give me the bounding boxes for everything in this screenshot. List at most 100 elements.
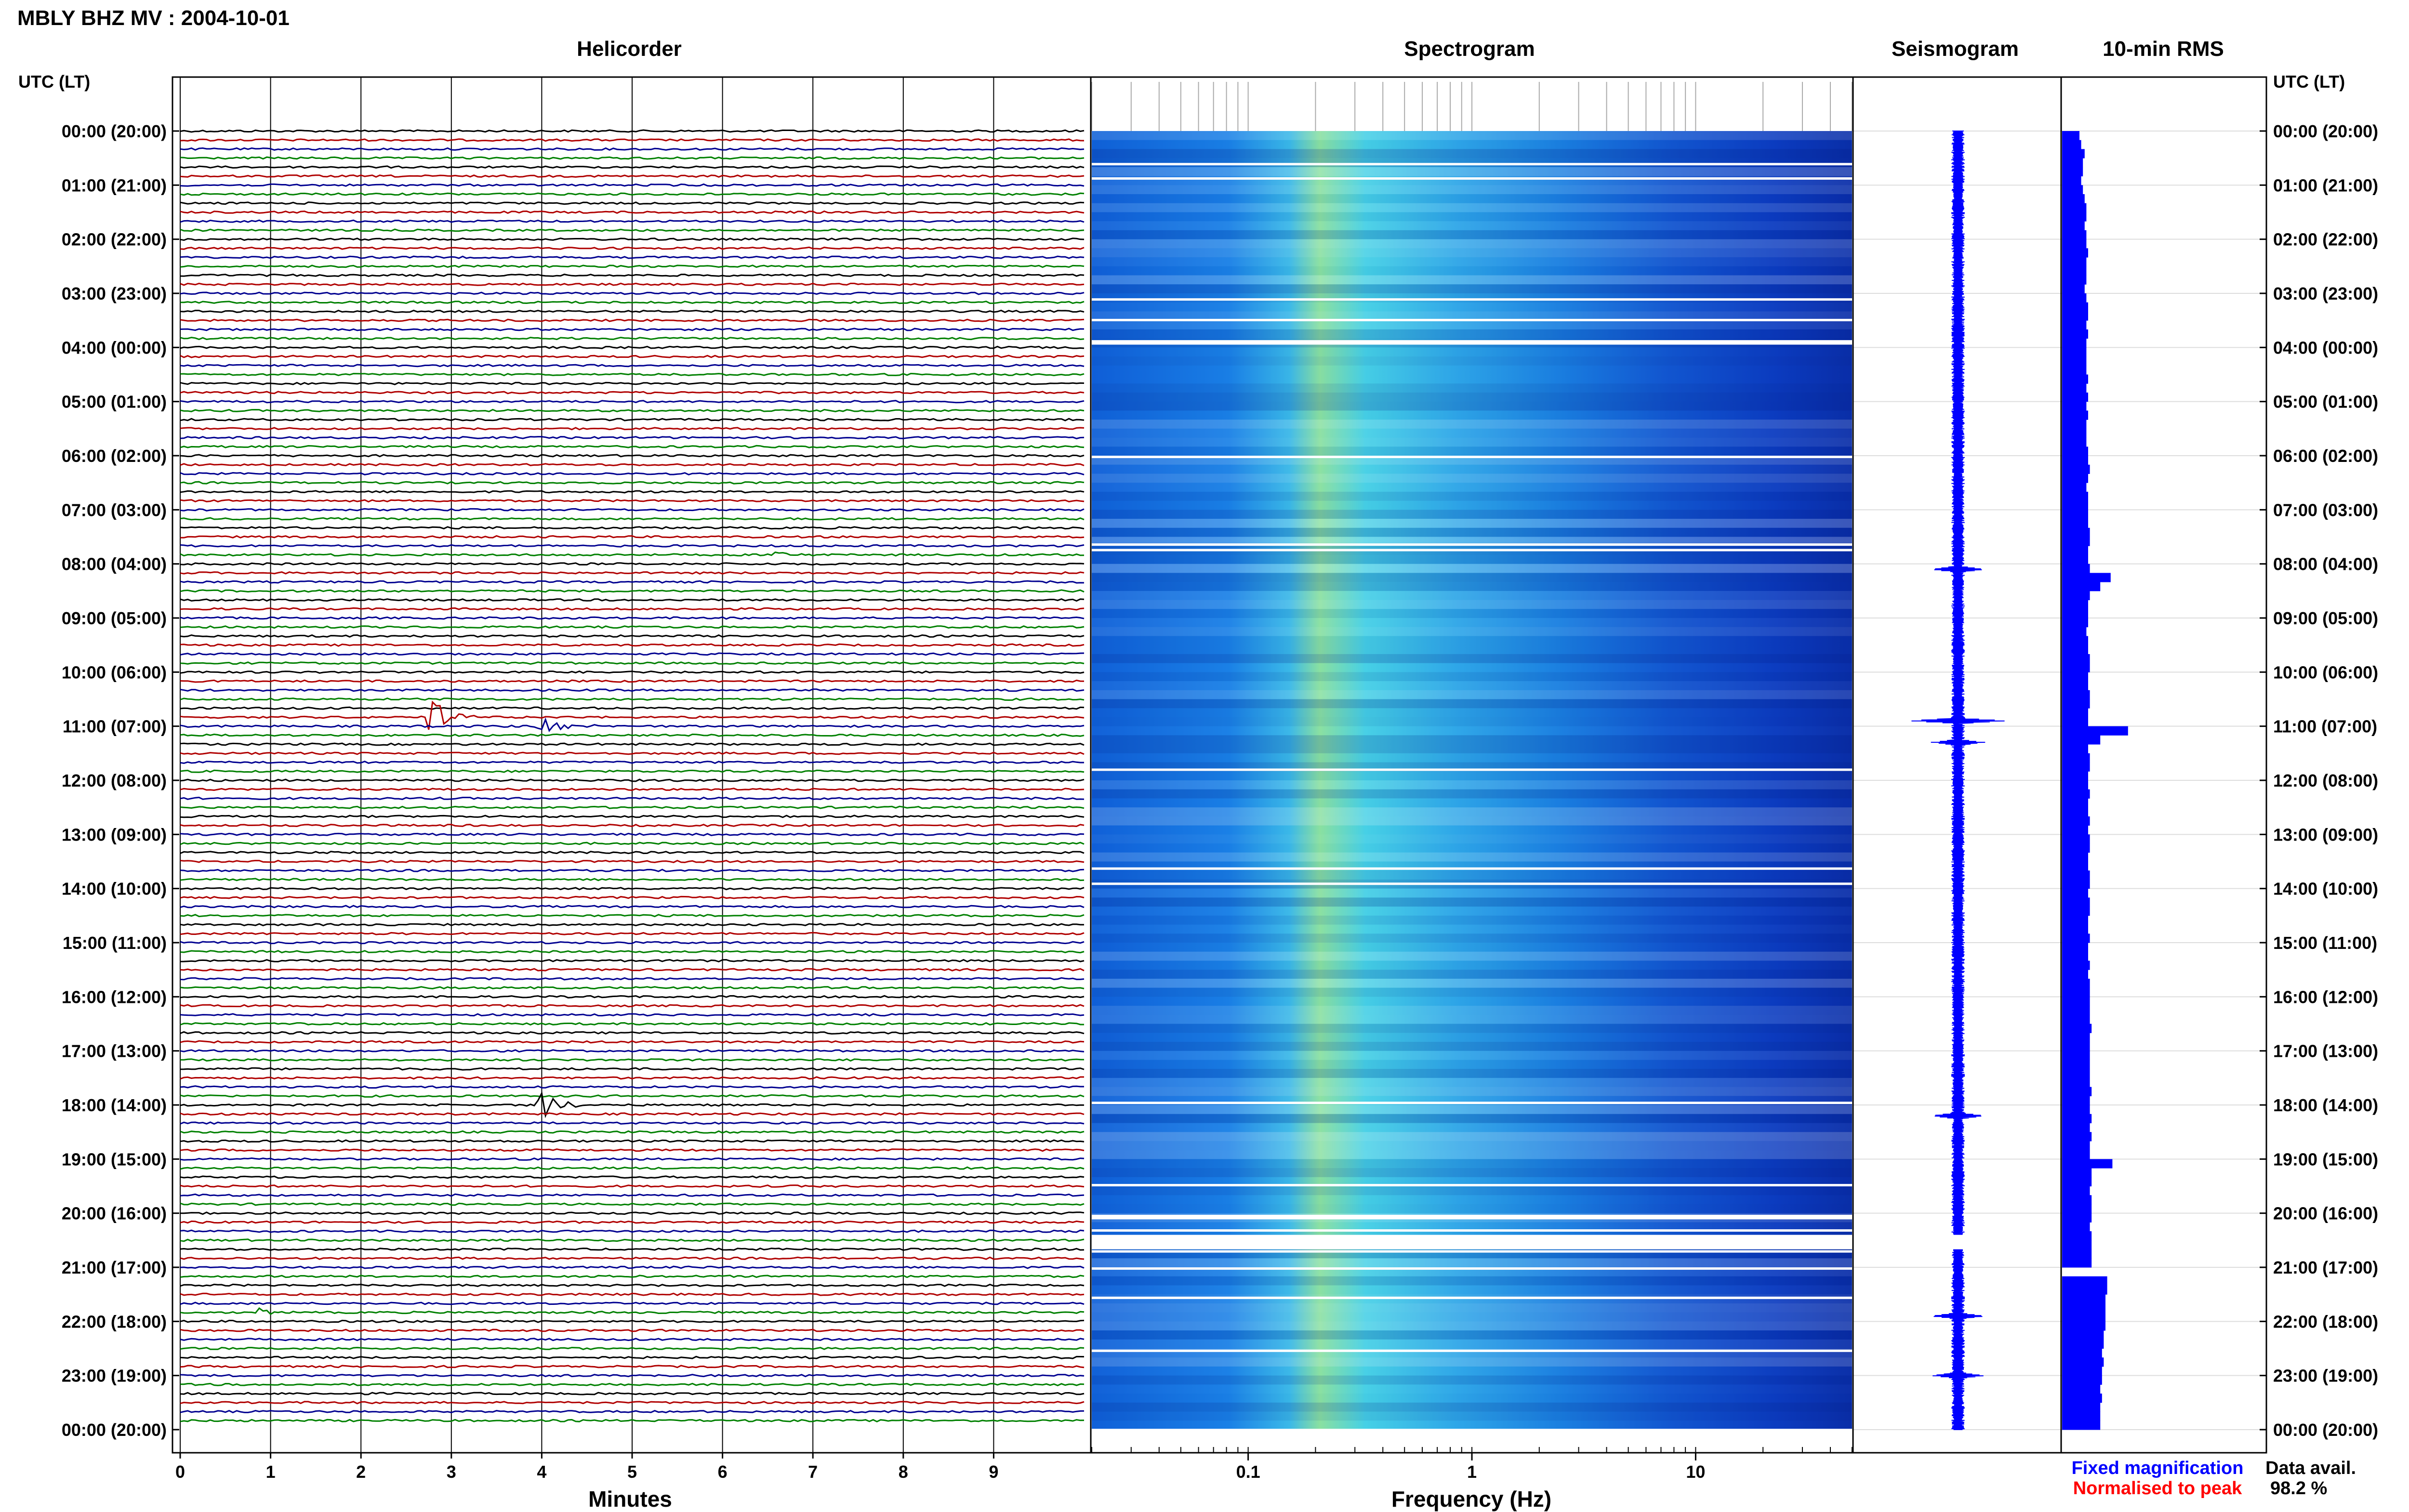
helicorder-trace [180,832,1085,836]
spectrogram-band [1092,1186,1852,1196]
time-label-right: 00:00 (20:00) [2273,1420,2378,1440]
helicorder-trace [180,526,1085,530]
rms-bar [2062,428,2087,438]
rms-bar [2062,212,2087,222]
data-avail-value: 98.2 % [2270,1478,2327,1499]
time-label-right: 13:00 (09:00) [2273,825,2378,844]
helicorder-trace [180,616,1085,620]
spectrogram-band [1092,888,1852,898]
helicorder-trace [180,1193,1085,1197]
spectrogram-band [1092,933,1852,943]
helicorder-trace [180,337,1085,341]
helicorder-trace [180,427,1085,431]
rms-bar [2062,717,2088,727]
spectrogram-band [1092,131,1852,140]
helicorder-trace [180,1275,1085,1278]
helicorder-trace [180,1419,1085,1422]
rms-bar [2062,924,2088,934]
spectrogram-band [1092,627,1852,636]
spectrogram-band [1092,519,1852,528]
rms-bar [2062,1222,2090,1232]
rms-bar [2062,167,2083,177]
helicorder-trace [180,625,1085,629]
helicorder-trace [180,607,1085,611]
time-label-right: 05:00 (01:00) [2273,392,2378,412]
rms-bar [2062,239,2087,249]
spectrogram-band [1092,1357,1852,1367]
rms-bar [2062,1420,2101,1430]
spectrogram-band [1092,798,1852,807]
spectrogram-gap [1092,1349,1852,1352]
time-label-right: 22:00 (18:00) [2273,1312,2378,1331]
helicorder-trace [180,1220,1085,1224]
helicorder-trace [180,700,1085,730]
rms-bar [2062,816,2090,826]
helicorder-trace [180,841,1085,845]
time-label-left: 09:00 (05:00) [62,608,167,628]
rms-bar [2062,753,2090,763]
rms-bar [2062,1195,2092,1205]
rms-bar [2062,473,2088,483]
spectrogram-band [1092,420,1852,429]
spectrogram-band [1092,753,1852,763]
helicorder-trace [180,544,1085,548]
helicorder-trace [180,598,1085,602]
helicorder-trace [180,868,1085,872]
rms-bar [2062,437,2087,447]
time-label-right: 08:00 (04:00) [2273,554,2378,574]
minute-tick-label: 7 [808,1462,818,1482]
spectrogram-band [1092,275,1852,285]
helicorder-trace [180,147,1085,151]
spectrogram-band [1092,320,1852,329]
time-label-left: 11:00 (07:00) [63,717,167,736]
minute-tick-label: 6 [718,1462,728,1482]
rms-bar [2062,410,2088,420]
rms-bar [2062,951,2088,961]
spectrogram-band [1092,437,1852,447]
helicorder-trace [180,1401,1085,1405]
spectrogram-band [1092,726,1852,736]
helicorder-trace [180,1148,1085,1152]
spectrogram-gap [1092,1267,1852,1270]
spectrogram-band [1092,465,1852,474]
time-label-right: 11:00 (07:00) [2273,717,2377,736]
spectrogram-band [1092,428,1852,438]
spectrogram-band [1092,789,1852,799]
spectrogram-band [1092,1105,1852,1114]
time-label-left: 08:00 (04:00) [62,554,167,574]
rms-bar [2062,510,2088,519]
rms-bar [2062,221,2085,231]
helicorder-trace [180,1319,1085,1323]
rms-bar [2062,1366,2102,1376]
helicorder-trace [180,652,1085,656]
spectrogram-band [1092,230,1852,239]
helicorder-trace [180,571,1085,575]
spectrogram-band [1092,1402,1852,1412]
figure-title: MBLY BHZ MV : 2004-10-01 [17,6,290,30]
rms-bar [2062,546,2088,555]
spectrogram-band [1092,690,1852,699]
rms-bar [2062,834,2090,844]
rms-bar [2062,320,2087,330]
spectrogram-band [1092,284,1852,293]
time-label-right: 20:00 (16:00) [2273,1204,2378,1223]
rms-bar [2062,401,2087,411]
spectrogram-band [1092,248,1852,258]
helicorder-trace [180,1175,1085,1179]
helicorder-trace [180,1256,1085,1260]
rms-bar [2062,780,2088,790]
spectrogram-band [1092,1087,1852,1096]
helicorder-panel [180,77,1085,1453]
spectrogram-band [1092,473,1852,483]
spectrogram-band [1092,1141,1852,1150]
helicorder-trace [180,1382,1085,1387]
spectrogram-band [1092,943,1852,952]
helicorder-trace [180,400,1085,404]
rms-bar [2062,807,2088,817]
rms-bar [2062,870,2090,880]
helicorder-trace [180,1031,1085,1035]
rms-bar [2062,663,2090,672]
helicorder-trace [180,274,1085,277]
spectrogram-band [1092,1204,1852,1213]
spectrogram-band [1092,510,1852,519]
